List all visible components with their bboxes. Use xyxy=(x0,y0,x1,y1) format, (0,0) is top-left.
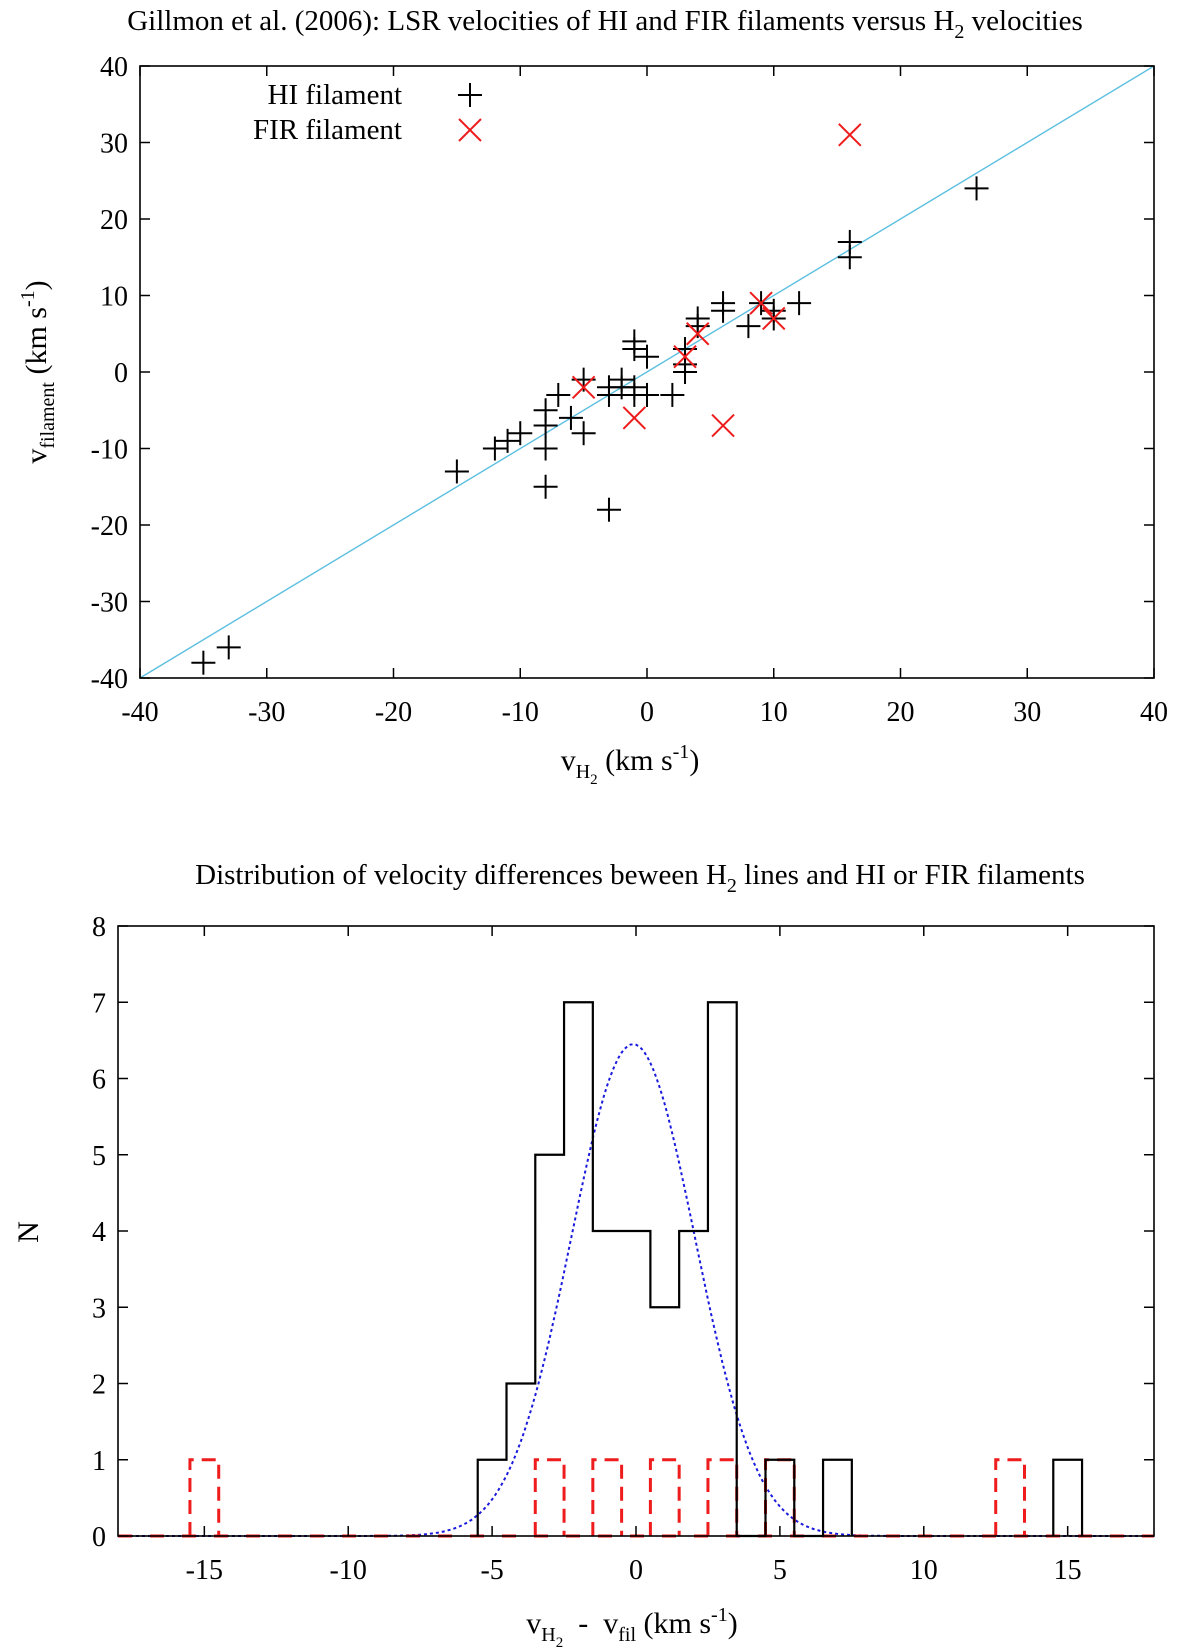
fir-filament-point xyxy=(673,344,697,369)
y-tick-label: 2 xyxy=(92,1370,106,1401)
fir-filament-point xyxy=(711,413,735,438)
x-tick-label: 10 xyxy=(760,697,788,728)
y-tick-label: 5 xyxy=(92,1141,106,1172)
hi-filament-point xyxy=(482,436,507,461)
legend-marker-hi xyxy=(458,83,482,107)
fir-histogram-bar xyxy=(188,1458,221,1536)
scatter-title: Gillmon et al. (2006): LSR velocities of… xyxy=(127,5,1083,43)
scatter-x-axis-label: vH2 (km s-1) xyxy=(561,741,700,788)
reference-line-y-equals-x xyxy=(139,65,1155,679)
y-tick-label: 6 xyxy=(92,1065,106,1096)
y-tick-label: 40 xyxy=(100,52,128,83)
fir-filament-point xyxy=(622,406,647,430)
x-tick-label: 15 xyxy=(1054,1555,1082,1586)
hi-filament-point xyxy=(444,459,469,484)
hi-filament-point xyxy=(837,245,862,270)
x-tick-label: 30 xyxy=(1013,697,1041,728)
y-tick-label: -40 xyxy=(91,664,128,695)
hi-filament-point xyxy=(533,474,558,499)
x-tick-label: -10 xyxy=(330,1555,367,1586)
x-tick-label: -10 xyxy=(502,697,539,728)
hi-filament-point xyxy=(609,367,634,392)
fir-filament-point xyxy=(838,123,862,147)
y-tick-label: 7 xyxy=(92,988,106,1019)
hi-filament-point xyxy=(673,360,698,384)
hi-filament-point xyxy=(191,650,216,675)
x-tick-label: -40 xyxy=(121,697,158,728)
fir-filament-point xyxy=(749,291,773,315)
y-tick-label: -20 xyxy=(91,511,128,542)
hi-filament-point xyxy=(558,405,583,430)
hi-filament-point xyxy=(495,428,520,453)
y-tick-label: -10 xyxy=(91,435,128,466)
x-tick-label: 20 xyxy=(887,697,915,728)
hi-histogram-bar xyxy=(1052,1458,1084,1536)
y-tick-label: 3 xyxy=(92,1293,106,1324)
legend-label-fir: FIR filament xyxy=(253,114,402,146)
x-tick-label: -5 xyxy=(480,1555,503,1586)
legend-marker-fir xyxy=(458,118,482,142)
y-tick-label: 0 xyxy=(92,1522,106,1553)
hi-filament-point xyxy=(964,176,989,201)
hi-filament-point xyxy=(787,291,812,316)
y-tick-label: 10 xyxy=(100,282,128,313)
hi-filament-point xyxy=(216,635,241,660)
scatter-y-axis-label: vfilament (km s-1) xyxy=(17,280,59,463)
fir-histogram-bar xyxy=(533,1458,566,1536)
histogram-title: Distribution of velocity differences bew… xyxy=(195,859,1085,897)
hi-filament-point xyxy=(546,382,571,407)
hi-filament-point xyxy=(635,382,659,407)
fir-histogram-bar xyxy=(994,1458,1026,1536)
fir-histogram-bar xyxy=(764,1458,796,1536)
hi-filament-point xyxy=(533,413,558,438)
x-tick-label: 10 xyxy=(910,1555,938,1586)
hi-filament-point xyxy=(736,314,761,339)
hi-filament-point xyxy=(508,421,533,446)
gaussian-fit-curve xyxy=(118,1043,1154,1537)
hi-filament-point xyxy=(622,337,647,362)
hi-filament-point xyxy=(660,382,685,407)
fir-filament-point xyxy=(571,375,596,400)
scatter-legend: HI filament FIR filament xyxy=(253,79,482,146)
x-tick-label: 0 xyxy=(629,1555,643,1586)
fir-filament-point xyxy=(685,322,710,346)
y-tick-label: 30 xyxy=(100,129,128,160)
scatter-plot: Gillmon et al. (2006): LSR velocities of… xyxy=(17,5,1168,788)
fir-filament-point xyxy=(762,306,786,331)
hi-filament-point xyxy=(571,421,596,446)
x-tick-label: -15 xyxy=(186,1555,223,1586)
x-tick-label: 40 xyxy=(1140,697,1168,728)
y-tick-label: 4 xyxy=(92,1217,106,1248)
x-tick-label: -20 xyxy=(375,697,412,728)
hi-filament-point xyxy=(711,298,736,323)
x-tick-label: 5 xyxy=(773,1555,787,1586)
y-tick-label: 8 xyxy=(92,912,106,943)
hi-filament-point xyxy=(596,497,621,522)
hi-filament-point xyxy=(635,344,659,369)
hi-filament-point xyxy=(533,436,558,461)
y-tick-label: 20 xyxy=(100,205,128,236)
fir-histogram-bar xyxy=(648,1458,681,1536)
fir-histogram-bar xyxy=(706,1458,739,1536)
histogram-plot: Distribution of velocity differences bew… xyxy=(12,859,1155,1649)
legend-label-hi: HI filament xyxy=(268,79,402,111)
x-tick-label: 0 xyxy=(640,697,654,728)
fir-histogram-bar xyxy=(591,1458,624,1536)
hi-histogram-bar xyxy=(476,1001,853,1538)
histogram-y-axis-label: N xyxy=(12,1221,45,1243)
x-tick-label: -30 xyxy=(248,697,285,728)
histogram-x-axis-label: vH2 - vfil (km s-1) xyxy=(526,1604,737,1649)
y-tick-label: -30 xyxy=(91,588,128,619)
y-tick-label: 1 xyxy=(92,1446,106,1477)
y-tick-label: 0 xyxy=(114,358,128,389)
